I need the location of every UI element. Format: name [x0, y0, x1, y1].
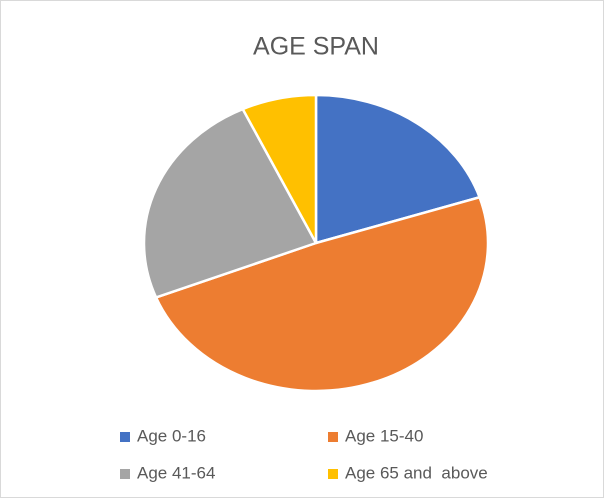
legend-swatch: [328, 432, 338, 442]
legend-swatch: [328, 469, 338, 479]
legend-label: Age 0-16: [137, 426, 206, 445]
legend-label: Age 65 and above: [345, 463, 488, 482]
legend-swatch: [120, 432, 130, 442]
chart-title: AGE SPAN: [253, 33, 379, 61]
pie-slice: [314, 93, 482, 245]
pie-slice: [240, 93, 318, 244]
legend-label: Age 41-64: [137, 463, 215, 482]
legend-swatch: [120, 469, 130, 479]
legend-label: Age 15-40: [345, 426, 423, 445]
pie-slice: [142, 107, 318, 300]
pie-slice: [154, 195, 490, 393]
